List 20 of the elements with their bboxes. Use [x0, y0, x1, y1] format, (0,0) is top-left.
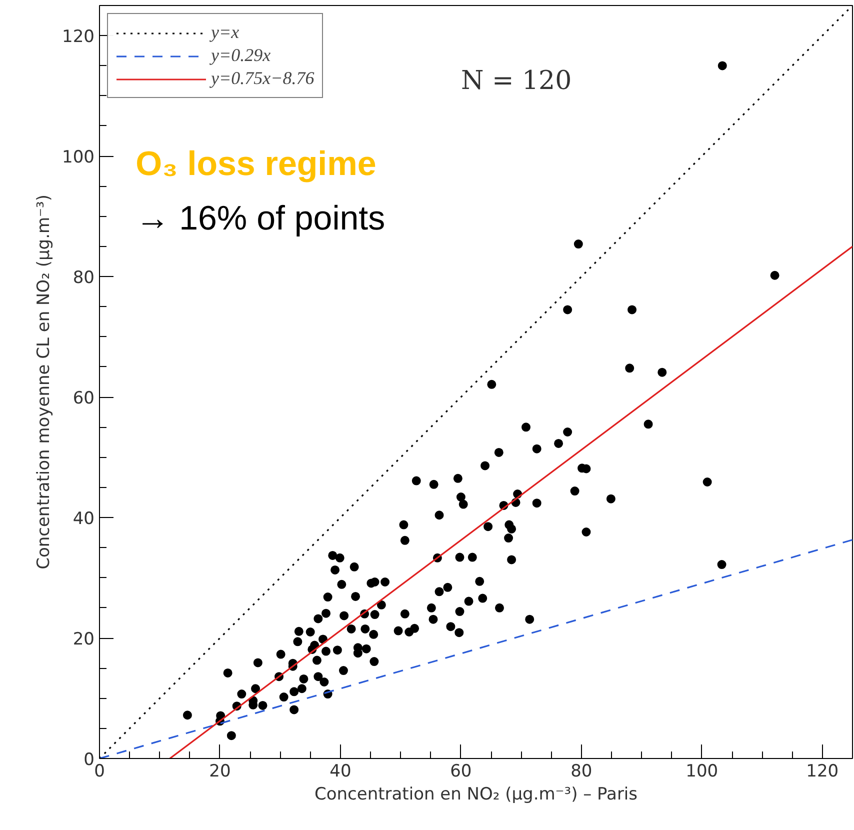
y-axis-title: Concentration moyenne CL en NO₂ (µg.m⁻³) [34, 194, 54, 570]
y-tick-label: 80 [72, 268, 95, 288]
x-tick-label: 80 [570, 762, 592, 782]
annotation: O₃ loss regime [136, 145, 376, 184]
x-tick-label: 40 [330, 762, 352, 782]
x-axis-title: Concentration en NO₂ (µg.m⁻³) – Paris [314, 784, 638, 804]
annotation: N = 120 [460, 66, 572, 96]
y-tick-label: 40 [72, 509, 95, 530]
legend-label: y=0.29x [211, 45, 271, 66]
x-tick-label: 20 [209, 762, 231, 782]
x-tick-label: 60 [450, 762, 472, 782]
y-tick-label: 100 [62, 148, 95, 168]
y-tick-label: 120 [62, 27, 95, 48]
legend-label: y=x [211, 22, 240, 43]
y-tick-label: 60 [72, 388, 95, 409]
annotation: → 16% of points [136, 199, 386, 238]
x-tick-label: 100 [686, 762, 718, 782]
x-tick-label: 120 [806, 762, 839, 782]
y-tick-label: 20 [72, 630, 95, 650]
legend-label: y=0.75x−8.76 [211, 68, 314, 89]
